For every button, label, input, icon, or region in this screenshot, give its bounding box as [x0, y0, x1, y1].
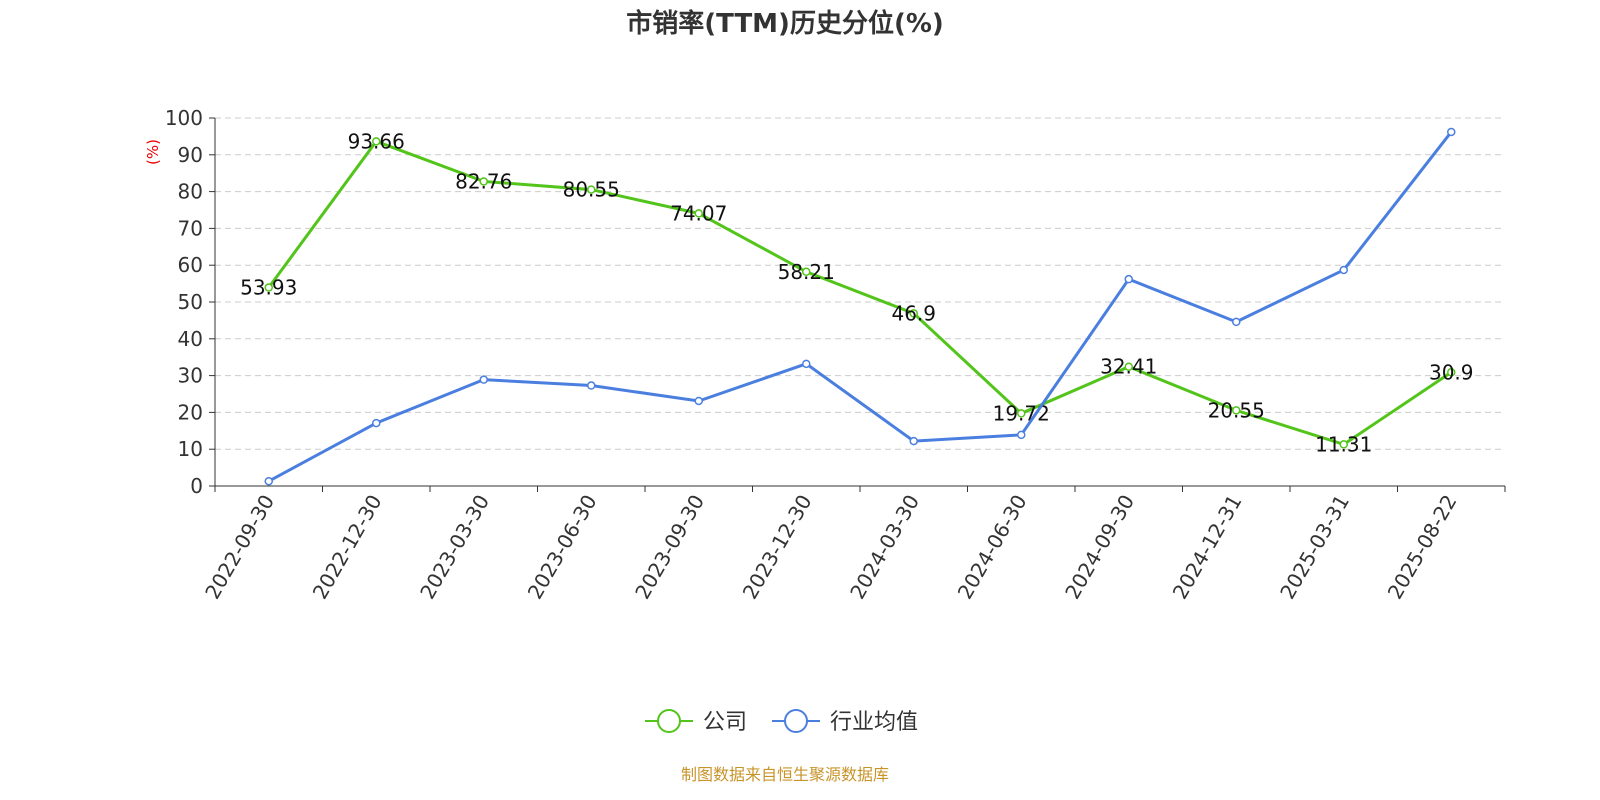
y-tick-label: 100 — [165, 106, 203, 130]
data-point — [372, 137, 381, 146]
data-label: 82.76 — [455, 169, 512, 193]
source-note: 制图数据来自恒生聚源数据库 — [681, 765, 889, 784]
series-line — [267, 139, 1453, 447]
y-tick-label: 90 — [178, 143, 203, 167]
data-point — [1339, 265, 1348, 275]
x-tick-label: 2023-03-30 — [415, 491, 494, 604]
data-point — [1017, 409, 1026, 418]
x-tick-label: 2024-12-31 — [1168, 491, 1247, 604]
x-tick-label: 2024-06-30 — [953, 491, 1032, 604]
chart-title: 市销率(TTM)历史分位(%) — [626, 8, 944, 39]
data-point — [372, 418, 381, 428]
data-point — [264, 283, 273, 292]
data-point — [1124, 362, 1133, 371]
data-point — [1447, 368, 1456, 377]
data-point — [1124, 274, 1133, 284]
data-point — [909, 309, 918, 318]
data-point — [479, 375, 488, 384]
x-tick-label: 2024-09-30 — [1060, 491, 1139, 604]
y-tick-label: 40 — [178, 327, 203, 351]
x-tick-label: 2023-12-30 — [738, 491, 817, 604]
data-point — [694, 209, 703, 218]
data-point — [1232, 406, 1241, 415]
data-label: 32.41 — [1100, 355, 1157, 379]
y-tick-label: 10 — [178, 437, 203, 461]
data-point — [802, 267, 811, 277]
data-label: 53.93 — [240, 276, 297, 300]
y-tick-label: 30 — [178, 364, 203, 388]
data-point — [587, 185, 596, 194]
legend-circle-icon — [784, 709, 808, 733]
data-point — [479, 177, 488, 186]
data-label: 80.55 — [563, 178, 620, 202]
data-point — [1447, 127, 1456, 137]
data-label: 11.31 — [1315, 432, 1372, 456]
data-label: 20.55 — [1208, 398, 1265, 422]
data-point — [587, 381, 596, 390]
x-tick-label: 2024-03-30 — [845, 491, 924, 604]
x-tick-label: 2022-09-30 — [200, 491, 279, 604]
y-tick-label: 20 — [178, 400, 203, 424]
data-point — [802, 359, 811, 369]
data-label: 46.9 — [891, 301, 936, 325]
x-tick-label: 2023-06-30 — [523, 491, 602, 604]
data-label: 74.07 — [670, 201, 727, 225]
y-tick-label: 0 — [190, 474, 203, 498]
data-label: 58.21 — [778, 260, 835, 284]
y-axis-label: (%) — [144, 139, 162, 165]
grid — [215, 117, 1505, 450]
data-label: 93.66 — [348, 129, 405, 153]
y-tick-label: 70 — [178, 216, 203, 240]
y-tick-label: 80 — [178, 180, 203, 204]
series-industry-average — [264, 127, 1456, 486]
legend[interactable]: 公司 行业均值 — [645, 709, 918, 735]
data-label: 30.9 — [1429, 360, 1474, 384]
data-point — [1232, 317, 1241, 327]
x-tick-label: 2023-09-30 — [630, 491, 709, 604]
series-line — [268, 131, 1453, 483]
y-tick-label: 50 — [178, 290, 203, 314]
data-point — [1017, 430, 1026, 440]
data-point — [909, 436, 918, 446]
legend-item-industry-average[interactable]: 行业均值 — [772, 709, 918, 735]
legend-label: 行业均值 — [830, 710, 918, 735]
legend-label: 公司 — [703, 710, 747, 735]
x-tick-label: 2025-03-31 — [1275, 491, 1354, 604]
x-tick-label: 2025-08-22 — [1383, 491, 1462, 604]
data-point — [694, 396, 703, 406]
x-tick-label: 2022-12-30 — [308, 491, 387, 604]
legend-circle-icon — [657, 709, 681, 733]
data-point — [1339, 440, 1348, 449]
y-tick-label: 60 — [178, 253, 203, 277]
axes: 0 10 20 30 40 50 60 70 80 90 100 2022-09-30 2022-12-… — [165, 106, 1506, 604]
legend-item-company[interactable]: 公司 — [645, 709, 747, 735]
data-point — [264, 476, 273, 486]
